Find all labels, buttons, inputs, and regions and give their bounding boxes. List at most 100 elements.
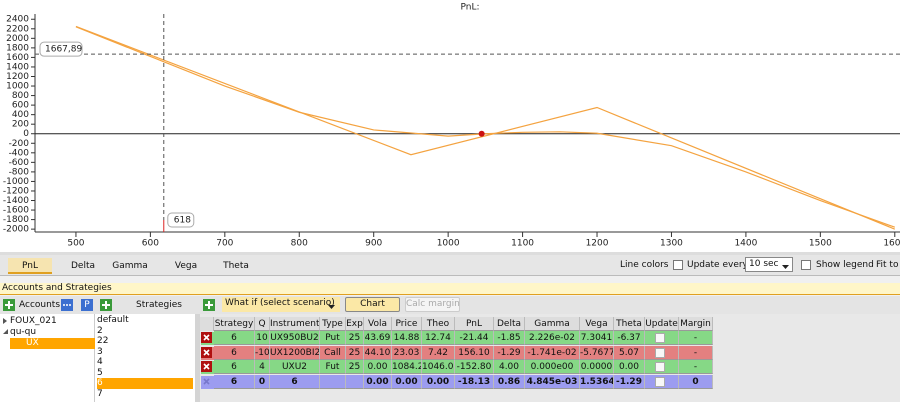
table-cell: 0.00 xyxy=(422,374,455,389)
delete-row-button[interactable] xyxy=(201,332,214,345)
dropdown-arrow xyxy=(328,302,335,312)
table-cell: -1.29 xyxy=(614,374,645,389)
strategies-label: Strategies xyxy=(136,300,182,310)
pnl-line xyxy=(75,26,895,228)
strategy-item[interactable]: 5 xyxy=(97,367,103,378)
y-tick-label: 2000 xyxy=(6,34,29,44)
what-if-select[interactable]: What if (select scenario) xyxy=(222,297,340,312)
column-header[interactable]: Q xyxy=(255,317,270,331)
p-button[interactable]: P xyxy=(81,299,93,311)
column-header[interactable]: Margin xyxy=(679,317,713,331)
strategy-item[interactable]: 2 xyxy=(97,325,103,336)
add-strategy-button[interactable] xyxy=(100,299,112,314)
strategy-item[interactable]: default xyxy=(97,315,129,325)
column-header[interactable]: Vola xyxy=(364,317,392,331)
tree-item[interactable]: qu-qu xyxy=(10,327,37,337)
column-header[interactable]: Theo xyxy=(422,317,455,331)
table-cell: -18.13 xyxy=(455,374,494,389)
pnl-chart: PnL: 24002200200018001600140012001000800… xyxy=(0,0,900,252)
column-header[interactable]: Price xyxy=(392,317,422,331)
add-account-button[interactable] xyxy=(3,299,15,314)
table-cell: 25 xyxy=(346,345,364,360)
dropdown-arrow xyxy=(782,262,789,272)
table-cell xyxy=(645,360,679,374)
table-cell: 7.42 xyxy=(422,345,455,360)
line-colors-label[interactable]: Line colors xyxy=(620,260,669,270)
column-header[interactable]: Exp xyxy=(346,317,364,331)
update-checkbox[interactable] xyxy=(655,333,665,343)
column-header[interactable]: Delta xyxy=(494,317,525,331)
strategies-list: default 2 22 3 4 5 6 7 xyxy=(95,314,195,402)
update-checkbox[interactable] xyxy=(655,362,665,372)
splitter xyxy=(0,252,900,255)
x-tick-label: 1500 xyxy=(809,239,832,249)
x-tick-label: 1400 xyxy=(734,239,757,249)
y-tick-label: -2000 xyxy=(3,225,29,235)
update-checkbox[interactable] xyxy=(655,347,665,358)
more-button[interactable] xyxy=(61,299,73,314)
interval-select[interactable]: 10 sec xyxy=(745,257,793,272)
table-cell: 23.03 xyxy=(392,345,422,360)
tab[interactable]: Gamma xyxy=(112,261,148,271)
y-tick-label: 0 xyxy=(23,129,29,139)
fit-to-label[interactable]: Fit to xyxy=(876,260,899,270)
strategy-item[interactable]: 6 xyxy=(97,378,193,389)
table-cell: Fut xyxy=(320,360,346,374)
table-cell: 44.10 xyxy=(364,345,392,360)
show-legend-label: Show legend xyxy=(816,260,874,270)
tab[interactable]: Vega xyxy=(174,261,198,271)
tree-item[interactable]: UX xyxy=(10,338,95,349)
y-tick-label: 1800 xyxy=(6,43,29,53)
current-price-marker xyxy=(478,130,485,137)
y-tick-label: -800 xyxy=(9,167,30,177)
y-tick-label: -1800 xyxy=(3,215,29,225)
legend-checkbox[interactable] xyxy=(801,260,811,270)
table-cell: 0.00 xyxy=(364,360,392,374)
add-position-button[interactable] xyxy=(203,299,215,314)
table-cell: 7.3041 xyxy=(580,331,614,345)
table-cell: 1046.00 xyxy=(422,360,455,374)
table-cell: Call xyxy=(320,345,346,360)
table-cell: 6 xyxy=(214,360,255,374)
y-tick-label: 2200 xyxy=(6,24,29,34)
update-checkbox[interactable] xyxy=(673,260,683,270)
tree-item[interactable]: FOUX_021 xyxy=(10,316,57,326)
chart-button[interactable]: Chart xyxy=(345,297,400,312)
column-header[interactable]: Gamma xyxy=(525,317,580,331)
table-cell: 0.00 xyxy=(614,360,645,374)
column-header[interactable]: Instrument xyxy=(270,317,320,331)
delete-row-button[interactable] xyxy=(201,361,214,374)
strategy-item[interactable]: 4 xyxy=(97,357,103,367)
column-header[interactable]: Theta xyxy=(614,317,645,331)
tab[interactable]: Theta xyxy=(223,261,249,271)
table-cell: -5.7677 xyxy=(580,345,614,360)
column-header[interactable]: Update xyxy=(645,317,679,331)
tab[interactable]: Delta xyxy=(70,261,95,271)
table-cell: 2.226e-02 xyxy=(525,331,580,345)
table-cell: 6 xyxy=(214,331,255,345)
table-cell: 0.0000 xyxy=(580,360,614,374)
y-tick-label: 1400 xyxy=(6,62,29,72)
table-cell: 4.845e-03 xyxy=(525,374,580,389)
table-cell: 25 xyxy=(346,360,364,374)
strategy-item[interactable]: 7 xyxy=(97,388,103,399)
delete-row-button[interactable] xyxy=(201,375,214,389)
table-cell: -1.741e-02 xyxy=(525,345,580,360)
x-tick-label: 1600 xyxy=(883,239,900,249)
update-checkbox[interactable] xyxy=(655,376,665,387)
column-header[interactable]: Type xyxy=(320,317,346,331)
table-cell: 5.07 xyxy=(614,345,645,360)
strategy-item[interactable]: 3 xyxy=(97,346,103,357)
y-tick-label: 1200 xyxy=(6,72,29,82)
calc-margin-button[interactable]: Calc margin xyxy=(405,297,460,312)
tab[interactable]: PnL xyxy=(8,258,52,274)
x-tick-label: 700 xyxy=(216,239,233,249)
column-header[interactable]: Strategy xyxy=(214,317,255,331)
table-cell xyxy=(645,345,679,360)
column-header[interactable]: PnL xyxy=(455,317,494,331)
column-header[interactable]: Vega xyxy=(580,317,614,331)
strategy-item[interactable]: 22 xyxy=(97,336,109,346)
table-cell: 12.74 xyxy=(422,331,455,345)
delete-row-button[interactable] xyxy=(201,346,214,360)
